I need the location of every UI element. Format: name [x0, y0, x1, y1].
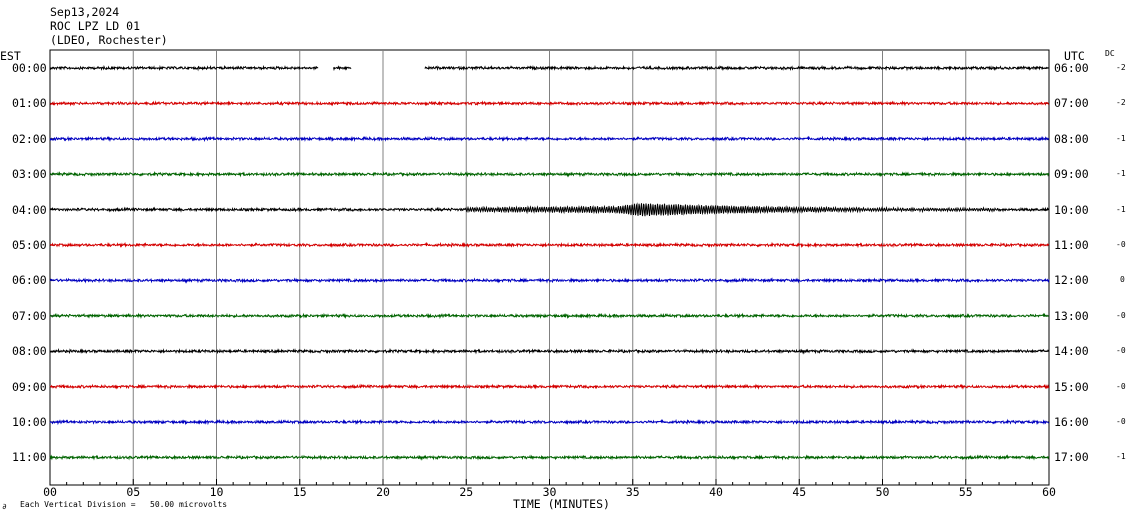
row-label-utc: 08:00: [1054, 131, 1089, 146]
row-dc-offset: -1: [1116, 133, 1126, 143]
row-dc-offset: -1: [1116, 169, 1126, 179]
x-tick-label: 60: [1042, 485, 1056, 499]
row-label-utc: 17:00: [1054, 450, 1089, 465]
row-label-est: 01:00: [12, 96, 47, 111]
row-label-est: 04:00: [12, 202, 47, 217]
x-tick-label: 50: [876, 485, 890, 499]
dc-header-label: DC: [1105, 49, 1115, 58]
left-timezone-label: EST: [0, 49, 21, 63]
row-dc-offset: -1: [1116, 452, 1126, 462]
row-dc-offset: -2: [1116, 63, 1126, 72]
x-tick-label: 25: [459, 485, 473, 499]
plot-date: Sep13,2024: [50, 5, 120, 19]
row-label-utc: 07:00: [1054, 96, 1089, 111]
trace-line: [49, 383, 1050, 390]
row-dc-offset: -0: [1116, 417, 1126, 426]
row-label-est: 11:00: [12, 450, 47, 465]
trace-line: [49, 277, 1050, 284]
trace-line: [49, 135, 1050, 143]
row-label-utc: 06:00: [1054, 61, 1089, 75]
row-dc-offset: -0: [1116, 310, 1126, 320]
x-tick-label: 00: [43, 485, 57, 499]
row-dc-offset: 0: [1120, 275, 1125, 285]
x-axis-title: TIME (MINUTES): [513, 497, 610, 511]
footer-marker-icon: ∂: [2, 502, 7, 511]
x-tick-label: 45: [792, 485, 806, 499]
row-label-utc: 11:00: [1054, 238, 1089, 252]
row-label-utc: 16:00: [1054, 415, 1089, 429]
row-label-utc: 15:00: [1054, 379, 1089, 394]
row-dc-offset: -0: [1116, 346, 1126, 356]
row-label-utc: 12:00: [1054, 273, 1089, 288]
row-dc-offset: -0: [1116, 381, 1126, 391]
row-label-est: 08:00: [12, 344, 47, 359]
trace-line: [49, 64, 1050, 72]
trace-line: [49, 241, 1050, 249]
row-label-est: 06:00: [12, 273, 47, 288]
x-tick-label: 35: [626, 485, 640, 499]
row-dc-offset: -0: [1116, 240, 1126, 249]
row-label-utc: 13:00: [1054, 308, 1089, 323]
x-tick-label: 55: [959, 485, 973, 499]
row-label-est: 10:00: [12, 415, 47, 429]
right-timezone-label: UTC: [1064, 49, 1085, 63]
x-tick-label: 20: [376, 485, 390, 499]
trace-line: [49, 202, 1050, 217]
network-name: (LDEO, Rochester): [50, 33, 168, 47]
row-label-est: 07:00: [12, 308, 47, 323]
x-tick-label: 05: [126, 485, 140, 499]
trace-line: [49, 170, 1050, 178]
station-code: ROC LPZ LD 01: [50, 19, 141, 33]
row-label-utc: 14:00: [1054, 344, 1089, 359]
x-tick-label: 15: [293, 485, 307, 499]
x-tick-label: 30: [543, 485, 557, 499]
x-tick-label: 40: [709, 485, 723, 499]
row-label-est: 02:00: [12, 131, 47, 146]
row-label-est: 03:00: [12, 167, 47, 182]
row-dc-offset: -1: [1116, 204, 1126, 214]
row-label-est: 09:00: [12, 379, 47, 394]
trace-line: [49, 454, 1050, 461]
row-label-utc: 09:00: [1054, 167, 1089, 182]
vertical-division-note: Each Vertical Division = 50.00 microvolt…: [20, 500, 228, 509]
row-label-utc: 10:00: [1054, 202, 1089, 217]
row-label-est: 00:00: [12, 61, 47, 75]
x-tick-label: 10: [210, 485, 224, 499]
row-dc-offset: -2: [1116, 98, 1126, 108]
row-label-est: 05:00: [12, 238, 47, 252]
trace-line: [49, 418, 1050, 426]
trace-line: [49, 312, 1050, 320]
trace-line: [49, 347, 1050, 355]
trace-line: [49, 100, 1050, 107]
